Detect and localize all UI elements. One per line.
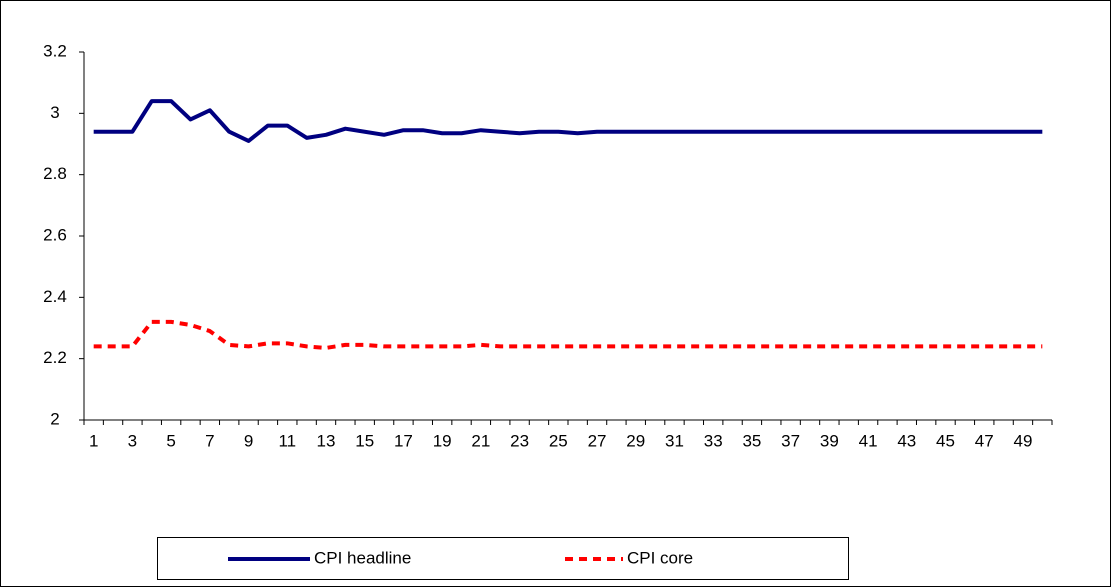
x-tick-label: 11 <box>278 431 296 450</box>
x-tick-label: 13 <box>317 431 336 450</box>
x-tick-label: 35 <box>742 431 761 450</box>
x-tick-label: 43 <box>897 431 916 450</box>
x-tick-label: 37 <box>781 431 800 450</box>
x-tick-label: 1 <box>89 431 98 450</box>
x-tick-label: 33 <box>704 431 723 450</box>
series-line <box>93 99 1043 143</box>
x-tick-label: 21 <box>471 431 490 450</box>
x-tick-label: 47 <box>975 431 994 450</box>
x-tick-label: 15 <box>355 431 374 450</box>
x-tick-label: 23 <box>510 431 529 450</box>
x-tick-label: 49 <box>1013 431 1032 450</box>
series-line <box>93 319 1043 350</box>
x-tick-label: 39 <box>820 431 839 450</box>
x-tick-label: 5 <box>166 431 175 450</box>
y-tick-label: 3.2 <box>43 41 67 60</box>
x-tick-label: 19 <box>433 431 452 450</box>
x-tick-label: 41 <box>859 431 878 450</box>
x-tick-label: 25 <box>549 431 568 450</box>
x-tick-label: 9 <box>244 431 253 450</box>
y-tick-label: 2.4 <box>43 287 67 306</box>
legend-label: CPI core <box>627 548 693 567</box>
x-tick-label: 27 <box>588 431 607 450</box>
y-tick-label: 2.6 <box>43 225 67 244</box>
x-tick-label: 17 <box>394 431 413 450</box>
legend-label: CPI headline <box>314 548 411 567</box>
y-tick-label: 2 <box>50 409 59 428</box>
x-tick-label: 7 <box>205 431 214 450</box>
y-tick-label: 2.2 <box>43 348 67 367</box>
y-tick-label: 3 <box>50 103 59 122</box>
x-tick-label: 45 <box>936 431 955 450</box>
x-tick-label: 3 <box>128 431 137 450</box>
x-tick-label: 29 <box>626 431 645 450</box>
x-tick-label: 31 <box>665 431 684 450</box>
y-tick-label: 2.8 <box>43 164 67 183</box>
